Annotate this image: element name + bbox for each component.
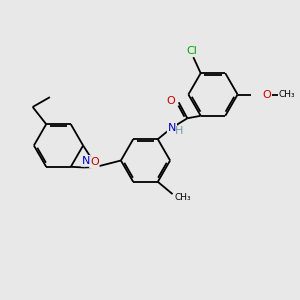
Text: N: N — [168, 123, 176, 133]
Text: O: O — [262, 89, 271, 100]
Text: N: N — [82, 156, 90, 166]
Text: CH₃: CH₃ — [175, 193, 191, 202]
Text: H: H — [175, 126, 183, 136]
Text: O: O — [90, 157, 99, 167]
Text: CH₃: CH₃ — [279, 90, 296, 99]
Text: Cl: Cl — [186, 46, 197, 56]
Text: O: O — [167, 96, 176, 106]
